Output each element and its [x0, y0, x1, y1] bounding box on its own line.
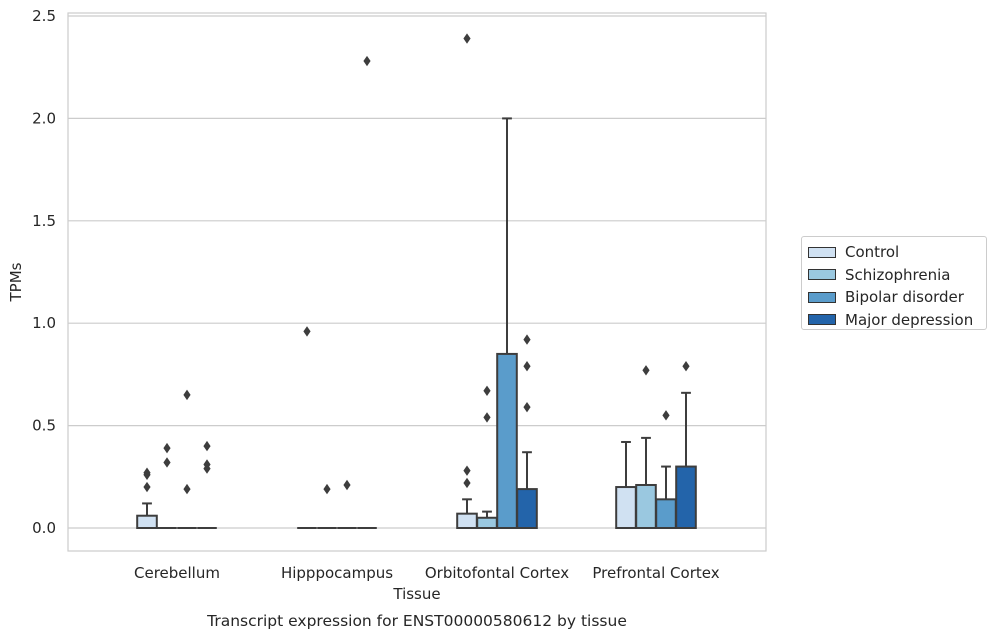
box-rect — [456, 512, 478, 530]
y-tick-label: 2.0 — [32, 109, 56, 127]
x-tick-labels: Cerebellum Hipppocampus Orbitofontal Corte… — [134, 564, 720, 582]
legend-item-major-depression: Major depression — [808, 309, 986, 332]
box-group — [297, 326, 317, 529]
outlier-point — [203, 459, 211, 470]
outlier-point — [463, 33, 471, 44]
y-axis-label: TPMs — [7, 262, 25, 302]
legend-label: Schizophrenia — [845, 265, 951, 284]
legend: Control Schizophrenia Bipolar disorder M… — [801, 236, 987, 330]
outlier-point — [463, 465, 471, 476]
box-group — [456, 33, 478, 530]
outlier-point — [183, 483, 191, 495]
x-axis-label: Tissue — [392, 585, 440, 603]
outlier-point — [203, 440, 211, 452]
outlier-point — [682, 361, 690, 372]
legend-swatch — [808, 314, 836, 326]
x-tick-label: Hipppocampus — [281, 564, 393, 582]
box-group — [136, 467, 158, 529]
box-group — [317, 483, 337, 529]
outlier-point — [163, 457, 171, 468]
box-group — [496, 117, 518, 530]
outlier-point — [662, 410, 670, 421]
box-group — [197, 440, 217, 529]
legend-swatch — [808, 269, 836, 281]
box-rect — [496, 352, 518, 530]
y-tick-labels: 0.0 0.5 1.0 1.5 2.0 2.5 — [32, 7, 56, 537]
outlier-point — [143, 467, 151, 478]
box-rect — [635, 483, 657, 530]
outlier-point — [523, 401, 531, 413]
legend-label: Major depression — [845, 310, 974, 329]
box-group — [476, 385, 498, 530]
box-group — [516, 334, 538, 530]
box-rect — [675, 465, 697, 529]
outlier-point — [183, 389, 191, 401]
outlier-point — [642, 365, 650, 376]
outlier-point — [523, 361, 531, 372]
box-group — [615, 440, 637, 530]
legend-item-control: Control — [808, 241, 986, 264]
outlier-point — [483, 412, 491, 423]
outlier-point — [363, 55, 371, 67]
legend-swatch — [808, 291, 836, 303]
y-tick-label: 2.5 — [32, 7, 56, 25]
y-tick-label: 1.0 — [32, 314, 56, 332]
box-rect — [615, 486, 637, 530]
chart-caption: Transcript expression for ENST0000058061… — [206, 612, 627, 630]
box-group — [157, 442, 177, 529]
box-group — [675, 361, 697, 529]
box-series — [136, 33, 697, 530]
outlier-point — [523, 334, 531, 345]
box-group — [177, 389, 197, 529]
y-tick-label: 0.0 — [32, 519, 56, 537]
box-rect — [476, 516, 498, 530]
box-rect — [516, 488, 538, 530]
legend-label: Control — [845, 243, 900, 262]
outlier-point — [143, 481, 151, 493]
x-tick-label: Orbitofontal Cortex — [425, 564, 569, 582]
legend-item-bipolar-disorder: Bipolar disorder — [808, 286, 986, 309]
outlier-point — [343, 479, 351, 491]
outlier-point — [463, 477, 471, 489]
outlier-point — [323, 483, 331, 495]
legend-swatch — [808, 246, 836, 258]
y-tick-label: 0.5 — [32, 417, 56, 435]
x-tick-label: Prefrontal Cortex — [592, 564, 719, 582]
box-group — [655, 410, 677, 530]
outlier-point — [483, 385, 491, 396]
legend-item-schizophrenia: Schizophrenia — [808, 264, 986, 287]
box-group — [357, 55, 377, 529]
plot-area-frame — [67, 12, 767, 552]
y-tick-label: 1.5 — [32, 212, 56, 230]
legend-label: Bipolar disorder — [845, 288, 964, 307]
outlier-point — [163, 442, 171, 454]
box-group — [337, 479, 357, 529]
outlier-point — [303, 326, 311, 337]
box-rect — [136, 514, 158, 529]
box-rect — [655, 498, 677, 530]
x-tick-label: Cerebellum — [134, 564, 220, 582]
